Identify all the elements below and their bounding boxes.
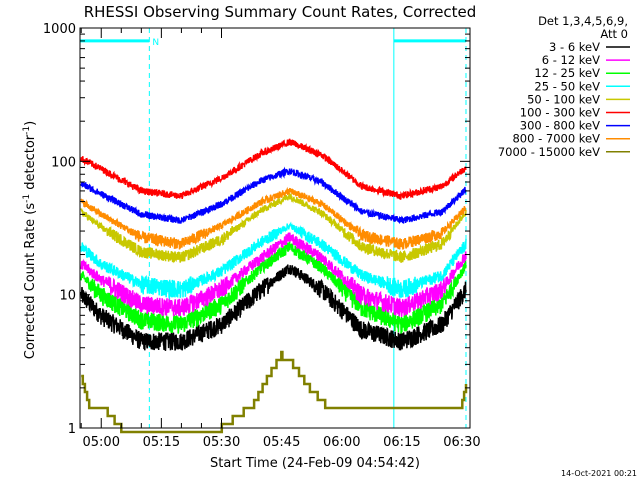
x-tick-label-1: 05:15 bbox=[143, 435, 180, 450]
axes: 1 10 100 1000 05:00 05:15 05:30 05:45 06:00 06:15… bbox=[43, 22, 481, 450]
legend-header-line1: Det 1,3,4,5,6,9, bbox=[538, 14, 628, 28]
x-tick-label-5: 06:15 bbox=[383, 435, 420, 450]
legend-label-7: 800 - 7000 keV bbox=[512, 132, 600, 146]
legend-label-4: 50 - 100 keV bbox=[527, 92, 600, 106]
series-line-0 bbox=[80, 264, 467, 351]
series-line-4 bbox=[80, 192, 467, 264]
legend-header-line2: Att 0 bbox=[600, 27, 628, 41]
x-tick-label-3: 05:45 bbox=[263, 435, 300, 450]
x-axis-label: Start Time (24-Feb-09 04:54:42) bbox=[210, 456, 420, 471]
chart-title: RHESSI Observing Summary Count Rates, Co… bbox=[84, 3, 477, 21]
plot-area: N bbox=[79, 28, 468, 434]
plot-frame bbox=[79, 27, 471, 429]
y-tick-label-0: 1 bbox=[68, 422, 76, 437]
legend-label-8: 7000 - 15000 keV bbox=[498, 145, 600, 159]
legend-label-6: 300 - 800 keV bbox=[520, 119, 600, 133]
legend-label-5: 100 - 300 keV bbox=[520, 106, 600, 120]
series-line-2 bbox=[80, 241, 467, 334]
footer-timestamp: 14-Oct-2021 00:21 bbox=[561, 469, 637, 478]
y-tick-label-1: 10 bbox=[59, 289, 76, 304]
x-tick-label-2: 05:30 bbox=[203, 435, 240, 450]
legend-label-1: 6 - 12 keV bbox=[542, 53, 600, 67]
y-tick-label-2: 100 bbox=[51, 155, 76, 170]
y-axis-label: Corrected Count Rate (s-1 detector-1) bbox=[22, 121, 38, 359]
series-line-6 bbox=[80, 166, 467, 225]
series-line-1 bbox=[80, 232, 467, 317]
marker-label-4: N bbox=[152, 38, 159, 48]
x-tick-label-0: 05:00 bbox=[83, 435, 120, 450]
series-line-3 bbox=[80, 221, 467, 301]
y-tick-label-3: 1000 bbox=[43, 22, 76, 37]
legend-label-3: 25 - 50 keV bbox=[534, 79, 600, 93]
x-tick-label-4: 06:00 bbox=[323, 435, 360, 450]
legend-label-2: 12 - 25 keV bbox=[534, 66, 600, 80]
series-line-7 bbox=[80, 186, 467, 250]
series-line-5 bbox=[80, 138, 467, 201]
legend-label-0: 3 - 6 keV bbox=[549, 40, 600, 54]
series-line-8 bbox=[81, 350, 468, 434]
x-tick-label-6: 06:30 bbox=[443, 435, 480, 450]
